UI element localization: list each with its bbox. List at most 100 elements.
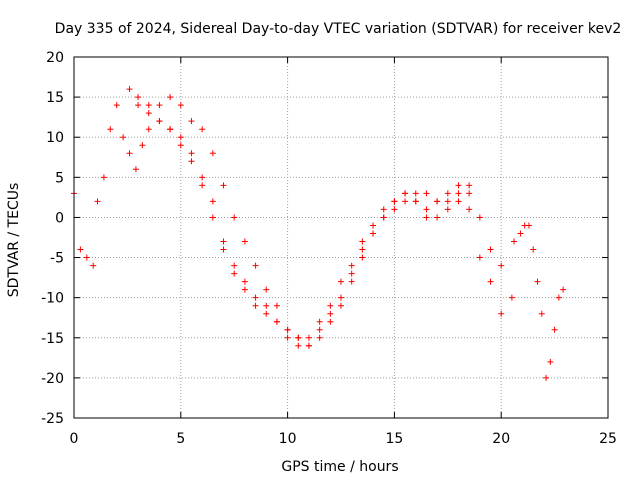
data-point [177,142,184,149]
data-point [273,302,280,309]
data-point [284,326,291,333]
data-point [412,190,419,197]
data-point [188,150,195,157]
data-point [327,310,334,317]
x-axis-label: GPS time / hours [281,459,398,475]
data-point [167,126,174,133]
x-tick-label: 5 [176,431,185,447]
data-point [145,126,152,133]
data-point [547,358,554,365]
data-point [120,134,127,141]
data-point [177,102,184,109]
data-point [466,206,473,213]
y-tick-label: -10 [41,291,64,307]
data-point [487,278,494,285]
data-point [156,118,163,125]
y-tick-label: -5 [50,251,64,267]
data-point [370,230,377,237]
data-point [359,246,366,253]
data-point [209,198,216,205]
data-point [380,214,387,221]
data-point [231,262,238,269]
data-point [139,142,146,149]
data-point [135,94,142,101]
data-point [316,326,323,333]
data-point [295,334,302,341]
data-point [538,310,545,317]
data-points [71,86,567,381]
data-point [77,246,84,253]
data-point [209,150,216,157]
data-point [107,126,114,133]
data-point [444,206,451,213]
data-point [295,342,302,349]
data-point [348,262,355,269]
data-point [263,286,270,293]
data-point [126,86,133,93]
data-point [220,246,227,253]
data-point [241,278,248,285]
data-point [455,182,462,189]
x-tick-label: 10 [279,431,297,447]
data-point [252,302,259,309]
x-tick-label: 20 [492,431,510,447]
data-point [145,110,152,117]
data-point [126,150,133,157]
series-track-e [511,222,567,381]
data-point [534,278,541,285]
data-point [338,278,344,285]
data-point [423,206,430,213]
data-point [455,190,462,197]
data-point [241,238,248,245]
data-point [511,238,518,245]
data-point [338,294,344,301]
y-tick-label: -25 [41,411,64,427]
series-track-d [156,94,473,341]
data-point [252,294,259,301]
data-point [188,118,195,125]
data-point [498,262,505,269]
data-point [359,254,366,261]
data-point [177,134,184,141]
data-point [370,222,377,229]
x-tick-label: 15 [385,431,403,447]
data-point [348,270,355,277]
y-tick-label: 15 [46,90,64,106]
data-point [560,286,567,293]
y-tick-label: -20 [41,371,64,387]
data-point [305,334,312,341]
data-point [476,214,483,221]
data-point [555,294,562,301]
data-point [412,198,419,205]
data-point [263,302,270,309]
data-point [391,206,398,213]
data-point [90,262,97,269]
data-point [316,334,323,341]
data-point [241,286,248,293]
data-point [402,198,409,205]
data-point [316,318,323,325]
data-point [391,198,398,205]
data-point [348,278,355,285]
data-point [423,190,430,197]
axis-ticks: 0 5 10 15 20 25 -25 -20 -15 -10 -5 0 5 10 15 20 [41,50,617,447]
chart-title: Day 335 of 2024, Sidereal Day-to-day VTE… [55,21,622,37]
data-point [434,214,441,221]
x-tick-label: 25 [599,431,617,447]
y-axis-label: SDTVAR / TECUs [6,183,22,298]
data-point [263,310,270,317]
data-point [145,102,152,109]
data-point [543,374,550,381]
data-point [508,294,515,301]
data-point [444,198,451,205]
data-point [188,158,195,165]
data-point [327,318,334,325]
data-point [231,270,238,277]
data-point [434,198,441,205]
series-track-c [135,102,505,349]
data-point [94,198,101,205]
data-point [359,238,366,245]
data-point [167,94,174,101]
